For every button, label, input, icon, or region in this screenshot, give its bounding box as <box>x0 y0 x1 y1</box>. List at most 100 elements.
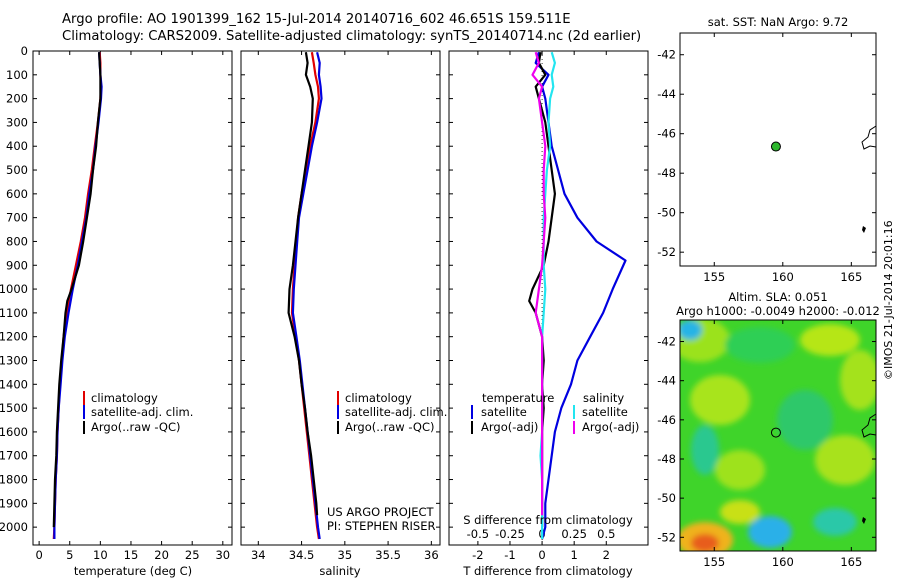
sla-map-title: Altim. SLA: 0.051 <box>728 290 827 304</box>
series-line-satellite <box>539 51 557 539</box>
sla-map-frame <box>679 319 877 552</box>
y-tick-label: 400 <box>6 139 28 153</box>
temperature-legend: climatology satellite-adj. clim. Argo(..… <box>83 391 193 434</box>
legend-salinity-header: salinity <box>583 391 624 405</box>
x-tick-label: 25 <box>185 548 200 562</box>
temperature-plot-frame <box>32 50 233 546</box>
x-tick-label: 10 <box>93 548 108 562</box>
project-note-line1: US ARGO PROJECT <box>327 505 435 519</box>
y-tick-label: 1800 <box>0 473 28 487</box>
legend-satellite-adj: satellite-adj. clim. <box>345 405 447 419</box>
map-y-tick-label: -46 <box>657 413 676 427</box>
legend-t-satellite: satellite <box>481 405 527 419</box>
series-line-satelliteadjclim <box>53 52 103 539</box>
s-difference-axis-label: S difference from climatology <box>463 513 633 527</box>
x-tick-label: 35.5 <box>375 548 401 562</box>
map-x-tick-label: 165 <box>840 270 862 284</box>
x-tick-label: 5 <box>66 548 73 562</box>
legend-t-argo: Argo(-adj) <box>481 420 538 434</box>
y-tick-label: 600 <box>6 187 28 201</box>
map-y-tick-label: -48 <box>657 452 676 466</box>
difference-plot-frame <box>448 50 649 546</box>
y-tick-label: 300 <box>6 115 28 129</box>
map-x-tick-label: 160 <box>772 555 794 569</box>
series-line-climatology <box>290 52 320 540</box>
island-top-map <box>862 226 866 233</box>
y-tick-label: 200 <box>6 92 28 106</box>
y-tick-label: 1500 <box>0 401 28 415</box>
x-tick-label: 34.5 <box>289 548 315 562</box>
y-tick-label: 1700 <box>0 449 28 463</box>
y-tick-label: 1400 <box>0 377 28 391</box>
temperature-axis-label: temperature (deg C) <box>74 564 192 578</box>
map-y-tick-label: -48 <box>657 166 676 180</box>
series-line-climatology <box>52 52 103 540</box>
x-tick-label: 15 <box>124 548 139 562</box>
series-line-argorawqc <box>287 52 319 516</box>
y-tick-label: 0 <box>21 44 28 58</box>
y-tick-label: 700 <box>6 211 28 225</box>
series-line-argoadj <box>531 51 547 516</box>
x-tick-label: 34 <box>251 548 266 562</box>
map-x-tick-label: 165 <box>840 555 862 569</box>
sla-map-subtitle: Argo h1000: -0.0049 h2000: -0.012 <box>676 304 880 318</box>
series-line-satelliteadjclim <box>291 51 323 540</box>
island-bottom-map <box>862 517 866 524</box>
y-tick-label: 800 <box>6 234 28 248</box>
legend-satellite-adj: satellite-adj. clim. <box>91 405 193 419</box>
y-tick-label: 1100 <box>0 306 28 320</box>
map-y-tick-label: -50 <box>657 491 676 505</box>
argo-float-marker <box>770 427 781 438</box>
map-y-tick-label: -42 <box>657 335 676 349</box>
x-tick-label: 30 <box>215 548 230 562</box>
y-tick-label: 500 <box>6 163 28 177</box>
map-x-tick-label: 160 <box>772 270 794 284</box>
series-line-argorawqc <box>52 52 102 528</box>
y-tick-label: 100 <box>6 68 28 82</box>
legend-climatology: climatology <box>345 391 412 405</box>
x2-tick-label: 0.5 <box>597 527 615 541</box>
x-tick-label: 0 <box>538 548 545 562</box>
legend-argo: Argo(..raw -QC) <box>91 420 181 434</box>
salinity-legend: climatology satellite-adj. clim. Argo(..… <box>337 391 447 434</box>
x-tick-label: 36 <box>424 548 439 562</box>
salinity-plot-frame <box>240 50 441 546</box>
salinity-axis-label: salinity <box>319 564 360 578</box>
legend-argo: Argo(..raw -QC) <box>345 420 435 434</box>
x-tick-label: 0 <box>35 548 42 562</box>
map-y-tick-label: -44 <box>657 374 676 388</box>
coastline-bottom-map <box>861 413 877 438</box>
legend-temperature-header: temperature <box>482 391 554 405</box>
project-note-line2: PI: STEPHEN RISER <box>327 519 436 533</box>
sst-map-title: sat. SST: NaN Argo: 9.72 <box>708 15 849 29</box>
map-y-tick-label: -50 <box>657 206 676 220</box>
y-tick-label: 1300 <box>0 353 28 367</box>
y-tick-label: 1000 <box>0 282 28 296</box>
coastline-top-map <box>861 125 877 150</box>
sla-heatmap-field <box>680 320 876 551</box>
x2-tick-label: -0.25 <box>495 527 525 541</box>
figure-title-line2: Climatology: CARS2009. Satellite-adjuste… <box>62 29 642 44</box>
map-x-tick-label: 155 <box>703 555 725 569</box>
figure-title-line1: Argo profile: AO 1901399_162 15-Jul-2014… <box>62 12 571 27</box>
x-tick-label: -1 <box>504 548 515 562</box>
y-tick-label: 900 <box>6 258 28 272</box>
map-y-tick-label: -52 <box>657 245 676 259</box>
t-difference-axis-label: T difference from climatology <box>462 564 633 578</box>
legend-climatology: climatology <box>91 391 158 405</box>
x-tick-label: 2 <box>603 548 610 562</box>
map-x-tick-label: 155 <box>703 270 725 284</box>
y-tick-label: 1200 <box>0 330 28 344</box>
x-tick-label: 35 <box>338 548 353 562</box>
series-line-satellite <box>534 51 627 540</box>
x-tick-label: 1 <box>571 548 578 562</box>
map-y-tick-label: -52 <box>657 530 676 544</box>
argo-float-marker <box>770 141 781 152</box>
y-tick-label: 2000 <box>0 520 28 534</box>
x-tick-label: 20 <box>154 548 169 562</box>
x2-tick-label: 0.25 <box>561 527 587 541</box>
x-tick-label: -2 <box>472 548 483 562</box>
map-y-tick-label: -46 <box>657 127 676 141</box>
legend-s-satellite: satellite <box>582 405 628 419</box>
